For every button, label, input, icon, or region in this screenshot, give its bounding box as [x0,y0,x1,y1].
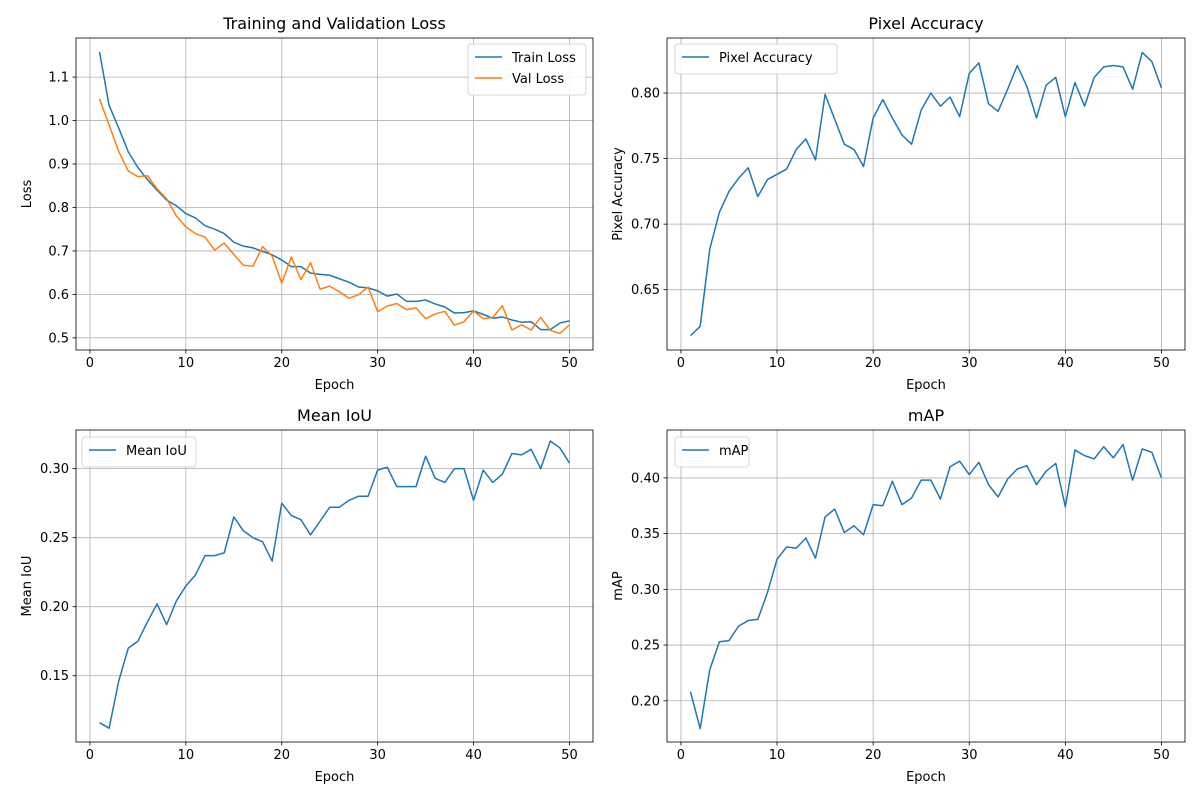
x-tick-label: 20 [273,356,290,371]
legend: mAP [674,436,750,468]
y-tick-label: 0.9 [48,158,69,173]
y-tick-label: 0.40 [631,471,660,486]
legend-label: Pixel Accuracy [719,51,813,66]
x-tick-label: 50 [1153,748,1170,763]
legend-label: mAP [719,444,749,459]
chart-title: Pixel Accuracy [868,14,983,33]
y-tick-label: 1.0 [48,114,69,129]
y-tick-label: 0.75 [631,152,660,167]
y-tick-label: 0.25 [631,639,660,654]
x-tick-label: 0 [86,748,94,763]
series-line [98,98,571,335]
x-tick-label: 40 [465,356,482,371]
chart-title: Training and Validation Loss [222,14,446,33]
x-tick-label: 20 [865,356,882,371]
legend: Train Loss Val Loss [467,43,587,96]
x-tick-label: 30 [961,356,978,371]
subplot-0: 0 10 20 30 40 50 0.5 0.6 0.7 0.8 0.9 1.0 1.1 Training… [20,14,594,393]
axes-frame [75,429,594,743]
x-tick-label: 20 [865,748,882,763]
legend-box [674,43,838,75]
subplot-3: 0 10 20 30 40 50 0.20 0.25 0.30 0.35 0.40 mAP Epoch m… [611,406,1186,785]
x-tick-label: 0 [677,748,685,763]
subplot-2: 0 10 20 30 40 50 0.15 0.20 0.25 0.30 Mean IoU Epoch… [20,406,594,785]
x-axis-label: Epoch [906,770,946,785]
x-tick-label: 10 [769,356,786,371]
x-axis-label: Epoch [315,378,355,393]
y-tick-label: 0.20 [40,600,69,615]
x-tick-label: 30 [369,356,386,371]
x-tick-label: 40 [1057,748,1074,763]
subplot-1: 0 10 20 30 40 50 0.65 0.70 0.75 0.80 Pixel Accurac… [611,14,1186,393]
x-tick-label: 10 [178,356,195,371]
x-tick-label: 50 [1153,356,1170,371]
y-tick-label: 0.70 [631,218,660,233]
y-tick-label: 0.6 [48,288,69,303]
y-tick-label: 0.8 [48,201,69,216]
chart-title: Mean IoU [297,406,372,425]
legend: Mean IoU [81,436,197,468]
series-line [690,51,1163,337]
y-axis-label: mAP [611,571,626,601]
y-tick-label: 0.30 [40,462,69,477]
x-axis-label: Epoch [315,770,355,785]
legend-box [674,436,750,468]
series-line [689,443,1163,730]
y-tick-label: 0.35 [631,527,660,542]
x-tick-label: 10 [178,748,195,763]
x-tick-label: 50 [561,356,578,371]
y-axis-label: Pixel Accuracy [611,147,626,241]
legend-label: Val Loss [512,72,564,87]
y-tick-label: 0.30 [631,583,660,598]
y-tick-label: 0.7 [48,244,69,259]
x-tick-label: 0 [677,356,685,371]
x-tick-label: 30 [369,748,386,763]
axes-frame [75,37,594,351]
y-axis-label: Loss [20,180,35,209]
y-axis-label: Mean IoU [20,556,35,617]
legend-label: Train Loss [511,51,576,66]
x-tick-label: 20 [273,748,290,763]
y-tick-label: 0.80 [631,87,660,102]
y-tick-label: 0.15 [40,669,69,684]
y-tick-label: 1.1 [48,71,69,86]
x-tick-label: 50 [561,748,578,763]
legend-box [81,436,197,468]
x-tick-label: 30 [961,748,978,763]
x-tick-label: 0 [86,356,94,371]
x-tick-label: 10 [769,748,786,763]
y-tick-label: 0.25 [40,531,69,546]
x-axis-label: Epoch [906,378,946,393]
chart-title: mAP [908,406,945,425]
y-tick-label: 0.5 [48,331,69,346]
legend: Pixel Accuracy [674,43,838,75]
x-tick-label: 40 [1057,356,1074,371]
x-tick-label: 40 [465,748,482,763]
series-line [99,440,571,729]
axes-frame [666,37,1186,351]
y-tick-label: 0.20 [631,694,660,709]
y-tick-label: 0.65 [631,283,660,298]
axes-frame [666,429,1186,743]
legend-label: Mean IoU [126,444,187,459]
